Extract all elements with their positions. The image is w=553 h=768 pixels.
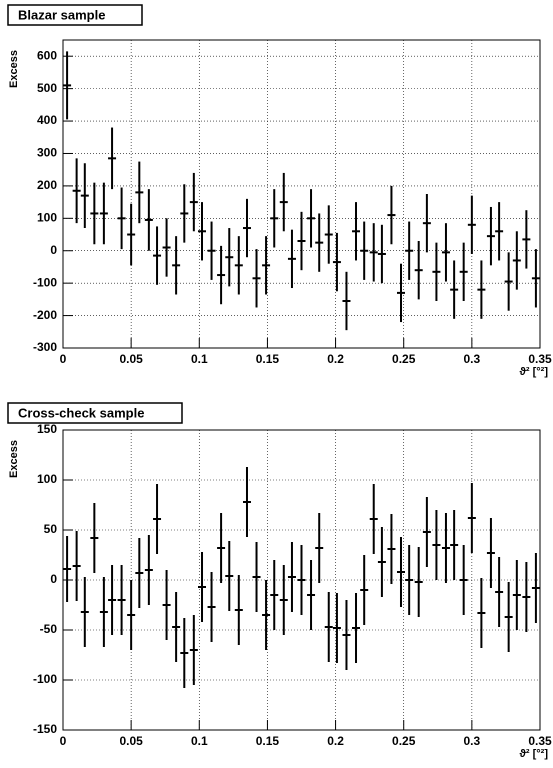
y-tick-label: -200 <box>33 308 57 322</box>
x-tick-label: 0.1 <box>191 734 208 748</box>
y-tick-label: 600 <box>37 48 57 62</box>
x-tick-label: 0.15 <box>256 352 280 366</box>
x-tick-label: 0.2 <box>327 352 344 366</box>
x-tick-label: 0.3 <box>464 352 481 366</box>
y-axis-label: Excess <box>8 50 20 88</box>
x-tick-label: 0.05 <box>119 352 143 366</box>
plot-frame <box>62 39 541 349</box>
y-tick-label: 200 <box>37 178 57 192</box>
y-tick-label: -100 <box>33 275 57 289</box>
x-tick-label: 0.1 <box>191 352 208 366</box>
y-tick-label: 100 <box>37 472 57 486</box>
x-tick-label: 0.3 <box>464 734 481 748</box>
y-tick-label: 300 <box>37 146 57 160</box>
x-tick-label: 0 <box>60 352 67 366</box>
y-tick-label: 150 <box>37 422 57 436</box>
y-tick-label: 400 <box>37 113 57 127</box>
y-tick-label: 500 <box>37 81 57 95</box>
x-tick-label: 0.05 <box>119 734 143 748</box>
y-tick-label: 0 <box>50 243 57 257</box>
y-tick-label: -50 <box>40 622 58 636</box>
y-tick-label: 50 <box>44 522 58 536</box>
y-tick-label: 100 <box>37 210 57 224</box>
title-box <box>7 402 183 424</box>
y-tick-label: -300 <box>33 340 57 354</box>
chart-title: Cross-check sample <box>18 405 144 420</box>
x-tick-label: 0.15 <box>256 734 280 748</box>
x-axis-label: ϑ² [°²] <box>519 748 548 760</box>
x-tick-label: 0.35 <box>528 734 552 748</box>
title-box <box>7 4 143 26</box>
y-axis-label: Excess <box>8 440 20 478</box>
y-tick-label: -150 <box>33 722 57 736</box>
x-tick-label: 0.35 <box>528 352 552 366</box>
x-axis-label: ϑ² [°²] <box>519 366 548 378</box>
chart-title: Blazar sample <box>18 7 105 22</box>
x-tick-label: 0 <box>60 734 67 748</box>
x-tick-label: 0.2 <box>327 734 344 748</box>
y-tick-label: 0 <box>50 572 57 586</box>
x-tick-label: 0.25 <box>392 734 416 748</box>
x-tick-label: 0.25 <box>392 352 416 366</box>
y-tick-label: -100 <box>33 672 57 686</box>
